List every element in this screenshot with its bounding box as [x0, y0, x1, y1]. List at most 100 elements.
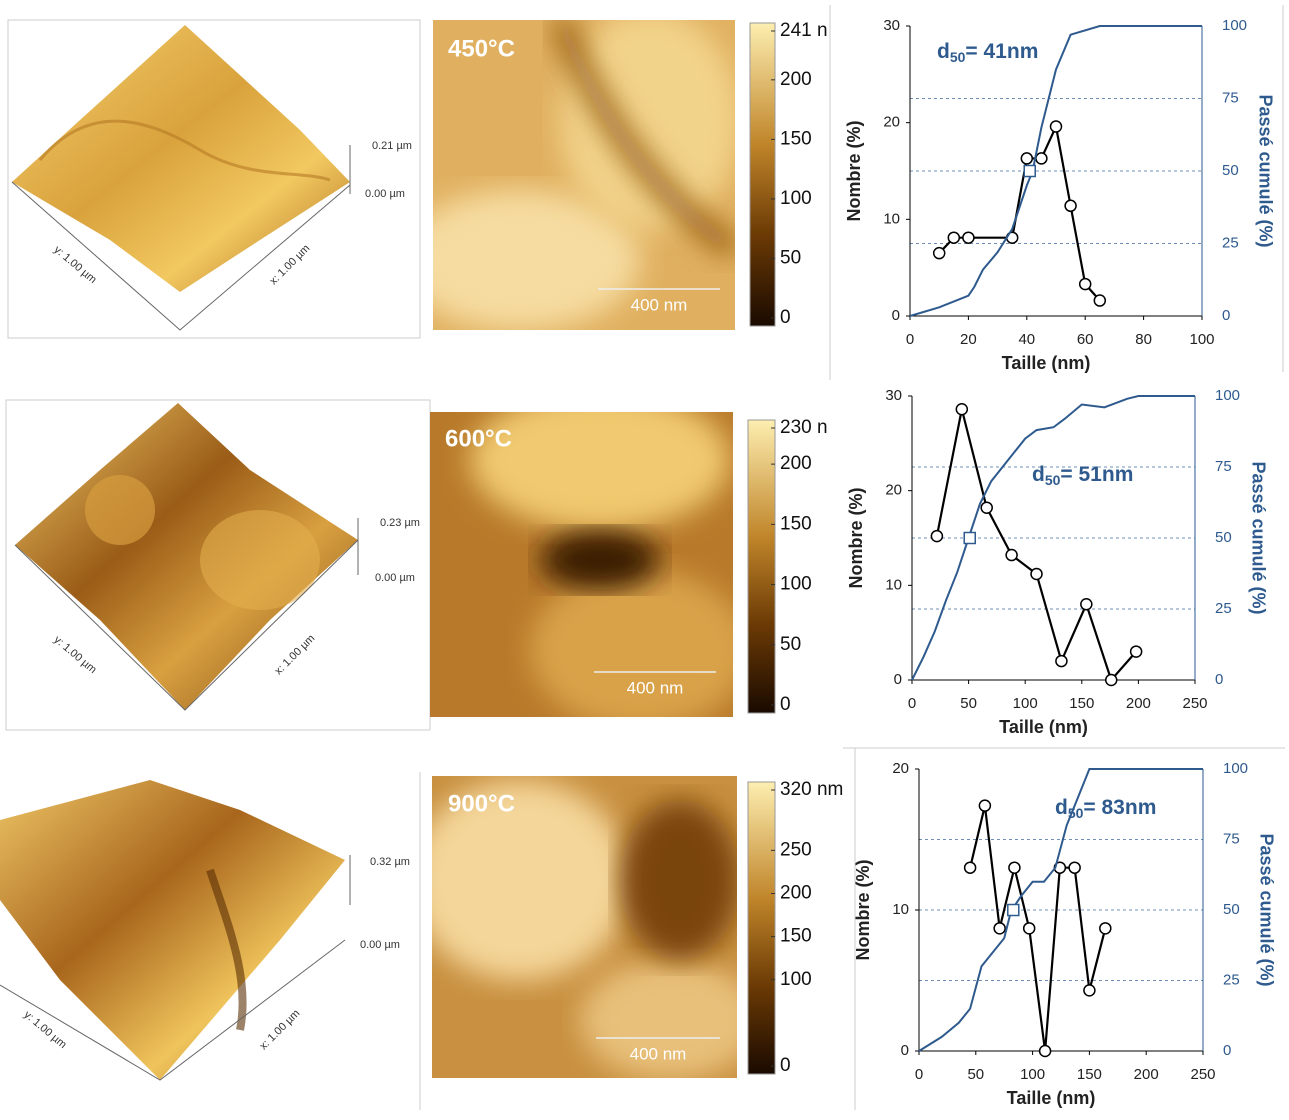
annotation-sub: 50 — [1045, 472, 1061, 488]
scale-bar-label: 400 nm — [631, 295, 688, 314]
x-tick-label: 80 — [1135, 331, 1152, 348]
y2-tick-label: 0 — [1223, 1042, 1231, 1059]
scale-bar-label: 400 nm — [630, 1044, 687, 1063]
temperature: 900°C — [448, 790, 515, 817]
x-tick-label: 100 — [1020, 1066, 1045, 1083]
x-tick-label: 200 — [1126, 695, 1151, 712]
surface-3d — [15, 403, 358, 710]
afm-image — [432, 776, 737, 1078]
y2-axis-label: Passé cumulé (%) — [1256, 833, 1276, 986]
series-line — [909, 25, 1202, 317]
axis-label-3d: y: 1.00 µm — [21, 1009, 68, 1051]
colorbar-tick-label: 200 — [780, 453, 812, 474]
data-point — [1038, 1044, 1052, 1058]
y2-tick-label: 75 — [1222, 89, 1239, 106]
annotation-rest: = 83nm — [1083, 796, 1156, 819]
colorbar-tick-label: 320 nm — [780, 779, 843, 800]
data-point — [1022, 922, 1036, 935]
data-point — [1129, 645, 1143, 658]
y-tick-label: 10 — [885, 576, 902, 593]
data-point — [1035, 152, 1048, 165]
y2-tick-label: 25 — [1222, 234, 1239, 251]
colorbar-tick-label: 100 — [780, 969, 812, 990]
chart-frame — [843, 747, 1285, 1110]
data-point — [947, 231, 961, 244]
y2-tick-label: 100 — [1215, 387, 1240, 404]
x-tick-label: 100 — [1013, 695, 1038, 712]
y-tick-label: 20 — [885, 482, 902, 499]
data-point — [1080, 598, 1093, 611]
zero-label: 0.00 µm — [375, 572, 415, 584]
colorbar-tick-label: 0 — [780, 307, 791, 328]
data-point — [1078, 277, 1092, 291]
surface-3d — [12, 25, 350, 292]
annotation-rest: = 51nm — [1060, 463, 1133, 486]
height-label: 0.21 µm — [372, 140, 412, 152]
colorbar-tick-label: 0 — [780, 1055, 791, 1076]
data-point — [932, 246, 946, 260]
axis-label-3d: x: 1.00 µm — [257, 1007, 302, 1052]
x-tick-label: 150 — [1077, 1066, 1102, 1083]
x-tick-label: 0 — [908, 695, 916, 712]
data-point — [1093, 294, 1107, 307]
y2-tick-label: 100 — [1222, 17, 1247, 34]
x-tick-label: 40 — [1018, 331, 1035, 348]
y-tick-label: 10 — [883, 210, 900, 227]
data-point — [962, 231, 975, 244]
annotation-main: d — [1055, 796, 1068, 819]
data-point — [955, 403, 969, 416]
x-tick-label: 250 — [1190, 1066, 1215, 1083]
y-tick-label: 0 — [901, 1042, 909, 1059]
colorbar-tick-label: 250 — [780, 839, 812, 860]
y-tick-label: 30 — [883, 17, 900, 34]
series-line — [911, 395, 1195, 681]
data-point — [1104, 673, 1118, 687]
ridge — [38, 119, 331, 182]
y-axis-label: Nombre (%) — [844, 120, 864, 221]
x-tick-label: 50 — [960, 695, 977, 712]
y2-tick-label: 25 — [1215, 600, 1232, 617]
data-point — [978, 799, 992, 812]
colorbar-tick-label: 200 — [780, 69, 812, 90]
afm-image — [430, 412, 733, 717]
height-label: 0.23 µm — [380, 517, 420, 529]
data-point — [930, 529, 944, 543]
colorbar-tick-label: 0 — [780, 694, 791, 715]
axes-3d — [0, 855, 351, 1081]
scale-bar-label: 400 nm — [627, 678, 684, 697]
data-point — [1068, 861, 1081, 874]
y2-tick-label: 50 — [1215, 529, 1232, 546]
colorbar-tick-label: 50 — [780, 634, 801, 655]
colorbar — [749, 22, 776, 327]
y2-tick-label: 0 — [1222, 307, 1230, 324]
colorbar-tick-label: 100 — [780, 574, 812, 595]
data-point — [980, 501, 993, 514]
y2-tick-label: 75 — [1215, 458, 1232, 475]
annotation-main: d — [937, 40, 950, 63]
colorbar-tick-label: 150 — [780, 128, 812, 149]
surface-3d — [0, 780, 345, 1080]
colorbar-tick-label: 150 — [780, 513, 812, 534]
data-point — [1049, 120, 1063, 133]
x-tick-label: 50 — [967, 1066, 984, 1083]
data-point — [1083, 984, 1096, 997]
d50-marker — [963, 531, 976, 545]
y-axis-label: Nombre (%) — [846, 487, 866, 588]
x-tick-label: 20 — [960, 331, 977, 348]
axes-3d — [11, 145, 351, 331]
y2-tick-label: 50 — [1223, 901, 1240, 918]
series-line — [969, 805, 1107, 1052]
series-line — [938, 122, 1101, 302]
y-axis-label: Nombre (%) — [853, 859, 873, 960]
annotation-rest: = 41nm — [965, 40, 1038, 63]
annotation: d50= 83nm — [1055, 796, 1156, 821]
y-tick-label: 20 — [892, 760, 909, 777]
data-point — [1008, 861, 1021, 874]
y-tick-label: 0 — [892, 307, 900, 324]
x-tick-label: 200 — [1134, 1066, 1159, 1083]
data-point — [993, 922, 1006, 935]
x-tick-label: 0 — [915, 1066, 923, 1083]
y2-tick-label: 25 — [1223, 971, 1240, 988]
x-tick-label: 150 — [1069, 695, 1094, 712]
data-point — [1005, 548, 1018, 562]
